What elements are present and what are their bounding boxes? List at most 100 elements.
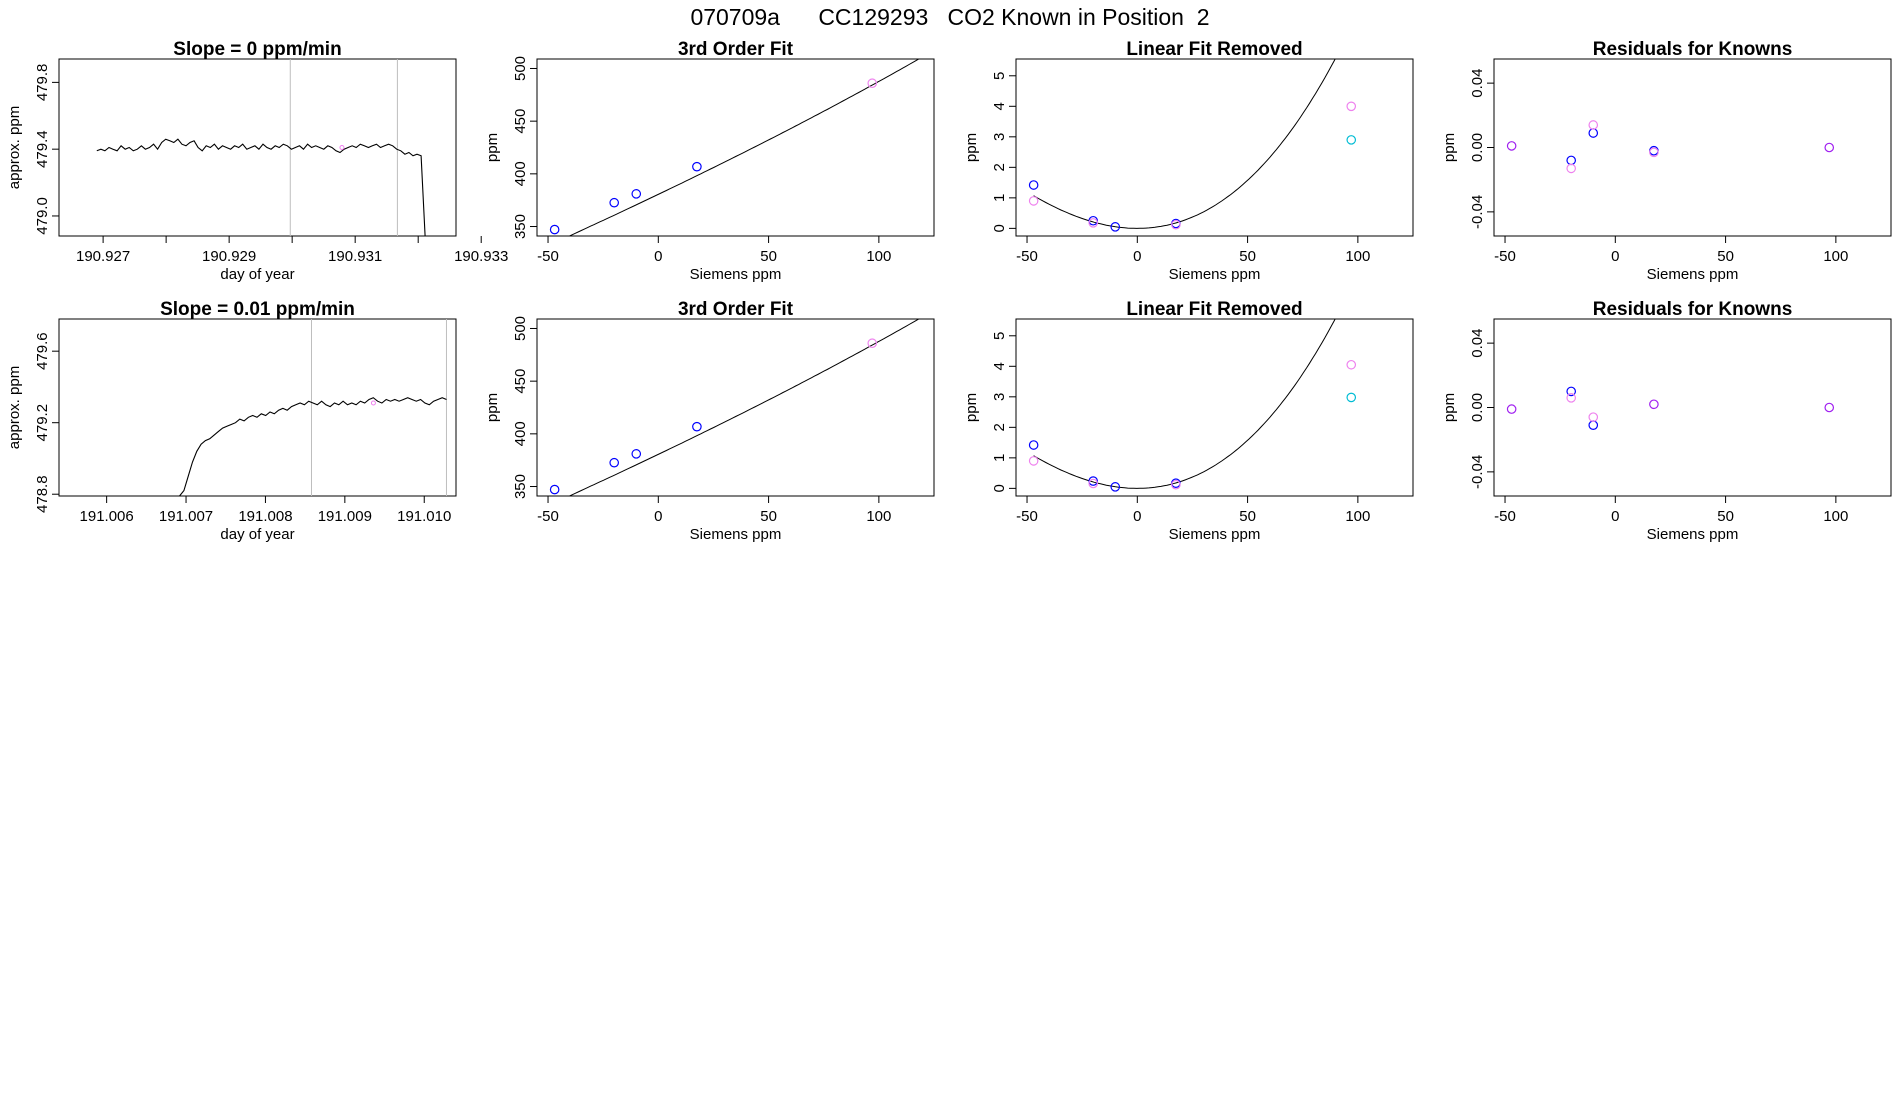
plot-r2c3-xtick-label: -50 (1016, 508, 1038, 525)
plot-r2c4-ylabel: ppm (1441, 393, 1458, 422)
plot-r1c1-ytick-label: 479.8 (34, 64, 51, 102)
plot-r1c3-data-point (1028, 196, 1039, 206)
plot-r1c1-xtick-label: 190.927 (76, 248, 130, 265)
plot-r1c1-xtick-label: 190.933 (454, 248, 508, 265)
plot-r2c1-xtick-label: 191.010 (397, 508, 451, 525)
plot-r1c3-data-point (1171, 219, 1181, 230)
plot-r1c2-xtick-label: 50 (760, 248, 777, 265)
plot-r1c3-data-point (1028, 180, 1039, 190)
plot-r2c3-ytick-label: 5 (991, 332, 1008, 340)
plot-r1c4-data-point (1566, 163, 1576, 174)
plot-r1c4-ytick-label: 0.04 (1469, 69, 1486, 98)
plot-r2c2-frame (536, 318, 935, 497)
plot-r1c2-title: 3rd Order Fit (678, 39, 794, 60)
plot-r2c1-ytick-label: 479.2 (34, 404, 51, 442)
plot-r1c1-xtick-label: 190.931 (328, 248, 382, 265)
plot-r1c2-data-point (549, 224, 560, 235)
plot-r2c3-frame (1015, 318, 1414, 497)
plot-r2c4-data-point (1588, 420, 1599, 430)
plot-r1c3-xtick-label: -50 (1016, 248, 1038, 265)
plot-r1c4-data-point (1824, 142, 1835, 153)
plot-r1c1-xlabel: day of year (220, 266, 294, 283)
plot-r1c1-ylabel: approx. ppm (6, 106, 23, 189)
plot-r1c2-data-point (867, 78, 878, 89)
plot-r1c4-data-point (1588, 128, 1599, 138)
plot-r2c4-ytick-label: -0.04 (1469, 455, 1486, 489)
plot-r2c3-data-point (1028, 456, 1039, 466)
plot-r2c4-ytick-label: 0.00 (1469, 393, 1486, 422)
plot-r2c1-ytick-label: 479.6 (34, 332, 51, 370)
plot-r2c4-xtick-label: 50 (1717, 508, 1734, 525)
plot-r1c4-data-point (1588, 120, 1599, 130)
plot-r1c3-ytick-label: 3 (991, 133, 1008, 141)
plot-r1c3-ylabel: ppm (963, 133, 980, 162)
plot-r2c3-ytick-label: 2 (991, 423, 1008, 431)
plot-r2c2-ytick-label: 450 (512, 369, 529, 394)
plot-r1c3-ytick-label: 2 (991, 163, 1008, 171)
plot-r1c3-xtick-label: 100 (1345, 248, 1370, 265)
plot-r2c1-xtick-label: 191.006 (80, 508, 134, 525)
plot-r2c4-xtick-label: 100 (1823, 508, 1848, 525)
plot-r2c4-data-point (1506, 404, 1517, 414)
plot-r1c4-ylabel: ppm (1441, 133, 1458, 162)
plot-r2c3-data-point (1088, 476, 1098, 486)
plot-r2c3-xtick-label: 100 (1345, 508, 1370, 525)
plot-r1c3-frame (1015, 58, 1414, 237)
plot-r2c2-title: 3rd Order Fit (678, 299, 794, 320)
plot-r1c3-data-point (1088, 218, 1098, 228)
plot-r2c3-data-point (1171, 479, 1181, 490)
plot-r2c2-ytick-label: 350 (512, 474, 529, 499)
plot-r1c2-fit-curve (568, 59, 919, 236)
plot-r1c3-fit-curve (1033, 59, 1336, 229)
plot-r1c3-xtick-label: 50 (1239, 248, 1256, 265)
plot-r1c1-series-trace (96, 138, 426, 236)
plot-r2c2-xtick-label: -50 (537, 508, 559, 525)
plot-r2c3-data-point (1346, 392, 1357, 403)
plot-r2c1-frame (58, 318, 457, 497)
plot-r1c3-ytick-label: 0 (991, 224, 1008, 232)
plot-r2c1-series-trace (59, 397, 447, 496)
plot-r2c4-data-point (1649, 399, 1659, 410)
plot-r1c2-ytick-label: 350 (512, 214, 529, 239)
plot-r1c4-xtick-label: 100 (1823, 248, 1848, 265)
plot-r1c2-ylabel: ppm (484, 133, 501, 162)
plot-r2c3-ytick-label: 3 (991, 393, 1008, 401)
plot-r1c2-xtick-label: -50 (537, 248, 559, 265)
plot-r1c2-xlabel: Siemens ppm (690, 266, 782, 283)
plot-r1c3-data-point (1346, 101, 1357, 112)
plot-r1c4-data-point (1649, 147, 1659, 158)
plot-r2c4-frame (1493, 318, 1892, 497)
plot-r1c1-title: Slope = 0 ppm/min (173, 39, 341, 60)
plot-r2c1-ytick-label: 478.8 (34, 475, 51, 513)
plot-r2c2-ytick-label: 400 (512, 421, 529, 446)
plot-r2c3-title: Linear Fit Removed (1126, 299, 1302, 320)
plot-r2c1-xtick-label: 191.008 (238, 508, 292, 525)
plot-r1c2-data-point (631, 189, 642, 199)
plot-r2c2-xtick-label: 0 (654, 508, 662, 525)
plot-r2c1-xtick-label: 191.007 (159, 508, 213, 525)
plot-r1c1-light-marker (339, 145, 345, 150)
plot-r2c1-light-marker (370, 400, 376, 406)
plot-r1c3-ytick-label: 5 (991, 72, 1008, 80)
plot-r1c4-ytick-label: -0.04 (1469, 195, 1486, 229)
plot-r2c3-data-point (1110, 482, 1121, 492)
plot-r2c2-data-point (609, 457, 619, 468)
plot-r1c3-title: Linear Fit Removed (1126, 39, 1302, 60)
plot-r2c4-data-point (1824, 402, 1835, 413)
plot-r2c3-fit-curve (1033, 319, 1336, 489)
plot-r2c2-data-point (867, 338, 878, 349)
plot-r2c3-ylabel: ppm (963, 393, 980, 422)
plot-r2c1-title: Slope = 0.01 ppm/min (160, 299, 355, 320)
plot-r1c4-xtick-label: 50 (1717, 248, 1734, 265)
plot-r2c4-data-point (1566, 393, 1576, 403)
plot-r2c4-title: Residuals for Knowns (1593, 299, 1793, 320)
plot-r2c2-fit-curve (568, 319, 919, 496)
plot-r1c4-title: Residuals for Knowns (1593, 39, 1793, 60)
plot-r1c3-xlabel: Siemens ppm (1169, 266, 1261, 283)
plot-r2c2-xtick-label: 50 (760, 508, 777, 525)
plot-r2c4-data-point (1588, 412, 1599, 422)
plot-r2c2-xtick-label: 100 (866, 508, 891, 525)
plot-r2c2-xlabel: Siemens ppm (690, 526, 782, 543)
plot-r1c2-ytick-label: 500 (512, 56, 529, 81)
